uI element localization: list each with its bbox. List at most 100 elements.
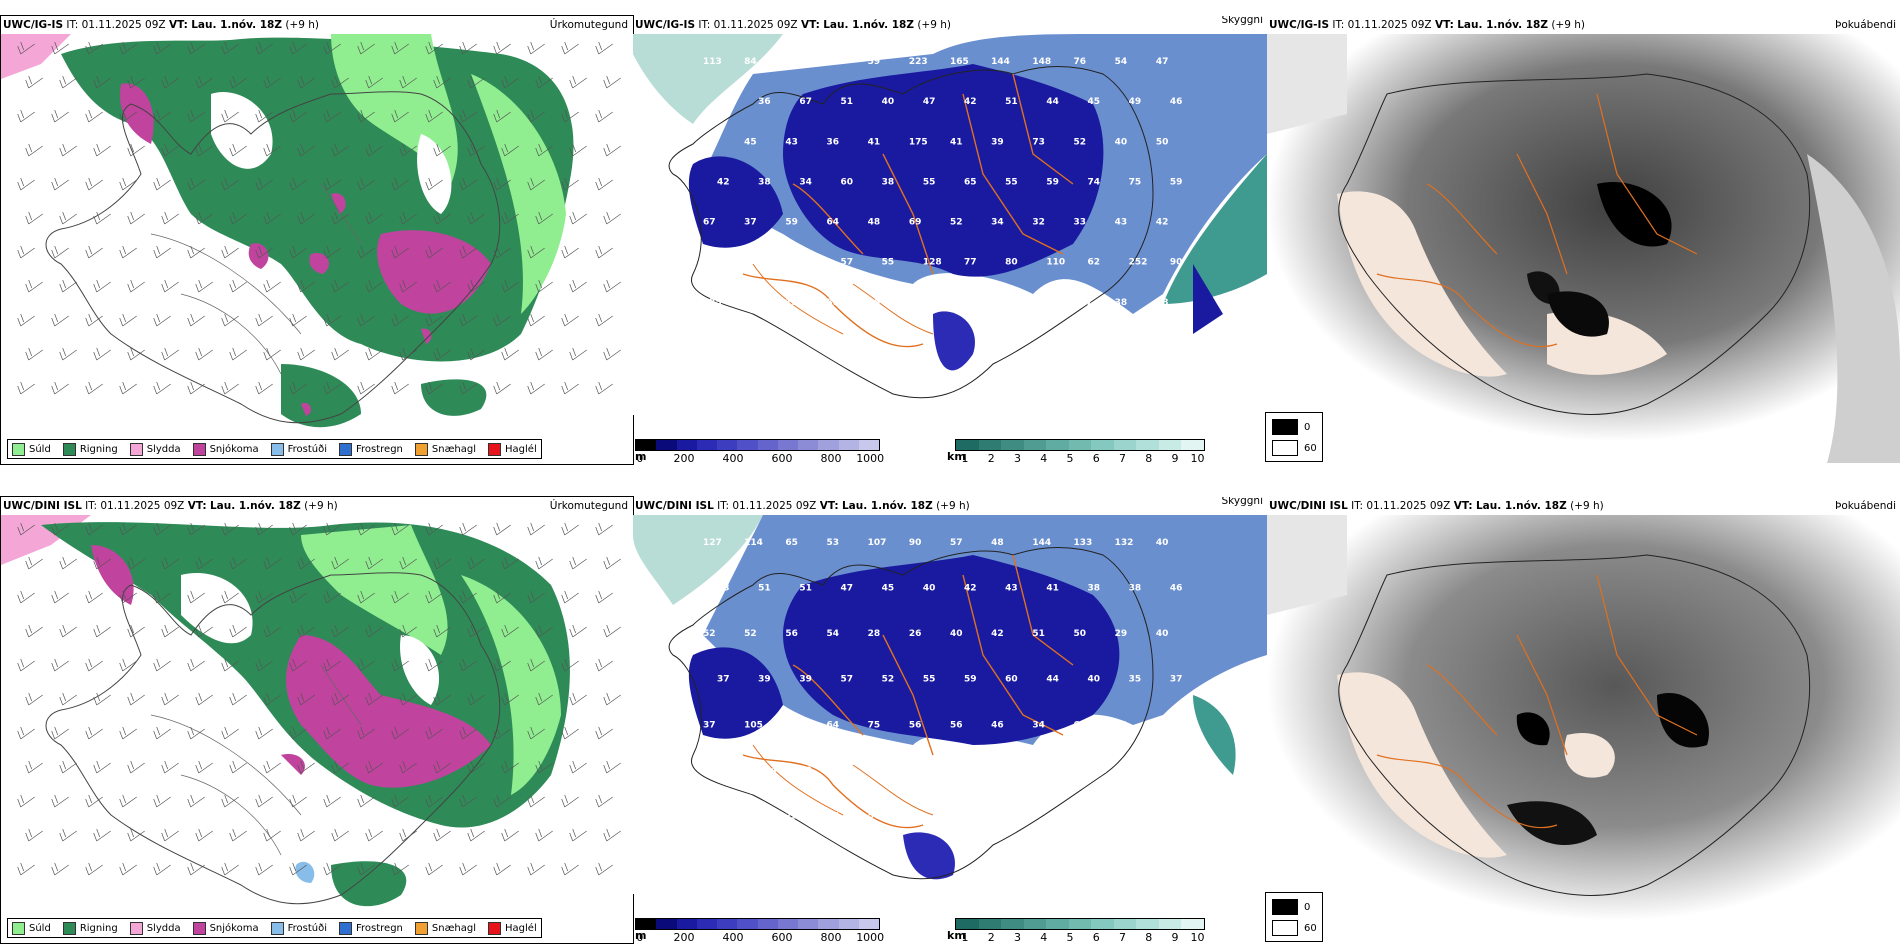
wind-barb: [595, 109, 613, 123]
tick-label: 600: [771, 452, 793, 463]
wind-barb: [221, 381, 239, 395]
wind-barb: [391, 794, 409, 808]
wind-barb: [391, 862, 409, 876]
wind-barb: [263, 143, 281, 157]
height-value: 46: [1170, 584, 1183, 594]
height-value: 267: [717, 766, 736, 776]
height-value: 74: [1088, 177, 1101, 187]
wind-barb: [331, 760, 349, 774]
legend-label: Snæhagl: [431, 443, 477, 455]
height-value: 95: [744, 811, 757, 821]
legend-swatch: [192, 442, 206, 456]
colorbar-segment: [717, 440, 738, 450]
wind-barb: [459, 41, 477, 55]
legend-swatch: [488, 442, 502, 456]
wind-barb: [119, 245, 137, 259]
wind-barb: [127, 760, 145, 774]
tick-label: 1000: [856, 931, 885, 942]
height-value: 84: [744, 57, 757, 67]
height-value: 51: [841, 97, 854, 107]
tick-label: 600: [771, 931, 793, 942]
wind-barb: [603, 211, 621, 225]
tick-label: 9: [1171, 452, 1179, 463]
wind-barb: [467, 279, 485, 293]
wind-barb: [127, 211, 145, 225]
wind-barb: [25, 211, 43, 225]
wind-barb: [153, 522, 171, 536]
wind-barb: [187, 109, 205, 123]
height-value: 76: [1170, 766, 1183, 776]
wind-barb: [399, 211, 417, 225]
wind-barb: [603, 760, 621, 774]
height-value: 37: [703, 720, 716, 730]
wind-barb: [561, 109, 579, 123]
wind-barb: [569, 279, 587, 293]
height-value: 50: [1074, 629, 1087, 639]
height-value: 42: [964, 584, 977, 594]
legend-swatch: [12, 921, 25, 935]
colorbar-segment: [777, 440, 798, 450]
height-value: 96: [868, 298, 881, 308]
height-value: 78: [758, 258, 771, 268]
wind-barb: [459, 313, 477, 327]
colorbar-segment: [656, 919, 677, 929]
wind-barb: [127, 692, 145, 706]
height-value: 90: [909, 538, 922, 548]
wind-barb: [459, 726, 477, 740]
height-value: 50: [909, 811, 922, 821]
height-value: 181: [1088, 766, 1107, 776]
height-value: 57: [950, 538, 963, 548]
colorbar-scale: [955, 439, 1205, 451]
valid-time: Lau. 1.nóv. 18Z: [209, 500, 301, 512]
legend-swatch: [270, 921, 284, 935]
wind-barb: [493, 658, 511, 672]
wind-barb: [289, 658, 307, 672]
wind-barb: [331, 828, 349, 842]
tick-label: 2: [987, 452, 995, 463]
wind-barb: [25, 143, 43, 157]
colorbar-segment: [1023, 919, 1047, 929]
wind-barb: [187, 726, 205, 740]
colorbar-segment: [978, 919, 1002, 929]
wind-barb: [119, 794, 137, 808]
height-value: 133: [1074, 538, 1093, 548]
wind-barb: [527, 726, 545, 740]
wind-barb: [161, 760, 179, 774]
tick-label: 200: [673, 452, 695, 463]
wind-barb: [51, 177, 69, 191]
height-value: 60: [1074, 720, 1087, 730]
wind-barb: [569, 760, 587, 774]
legend-label: Frostregn: [356, 443, 403, 455]
vt-label: VT:: [1434, 19, 1454, 31]
wind-barb: [17, 381, 35, 395]
height-value: 46: [1170, 97, 1183, 107]
wind-barb: [527, 794, 545, 808]
height-value: 44: [1046, 675, 1059, 685]
wind-barb: [153, 109, 171, 123]
height-value: 223: [909, 57, 928, 67]
wind-barb: [195, 75, 213, 89]
height-value: 45: [1088, 97, 1101, 107]
fog-map: [1267, 34, 1900, 463]
wind-barb: [357, 726, 375, 740]
wind-barb: [297, 75, 315, 89]
wind-barb: [187, 313, 205, 327]
height-value: 60: [841, 177, 854, 187]
wind-barb: [595, 862, 613, 876]
colorbar-scale: [635, 918, 880, 930]
wind-barb: [195, 143, 213, 157]
wind-barb: [187, 522, 205, 536]
wind-barb: [357, 522, 375, 536]
height-value: 59: [785, 218, 798, 228]
legend-swatch: [270, 442, 284, 456]
height-value: 49: [1129, 97, 1142, 107]
wind-barb: [51, 726, 69, 740]
height-value: 60: [1005, 675, 1018, 685]
colorbar-segment: [676, 919, 697, 929]
wind-barb: [357, 313, 375, 327]
colorbar-segment: [1181, 440, 1205, 450]
height-value: 69: [909, 218, 922, 228]
height-value: 47: [923, 97, 936, 107]
wind-barb: [425, 313, 443, 327]
panel-header: UWC/DINI ISL IT: 01.11.2025 09Z VT: Lau.…: [1267, 497, 1900, 515]
